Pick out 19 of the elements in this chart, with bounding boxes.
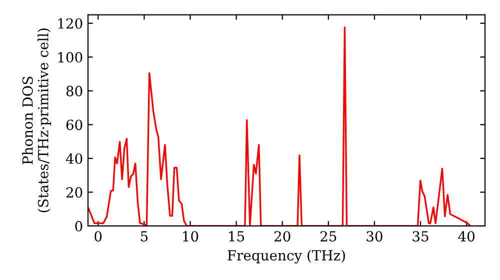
x-tick-label: 15 (229, 231, 244, 242)
x-tick-label: 40 (458, 231, 474, 242)
y-tick-label: 100 (58, 52, 82, 63)
y-tick-label: 120 (58, 18, 82, 29)
y-tick-label: 80 (66, 86, 82, 96)
x-axis-title: Frequency (THz) (228, 250, 345, 264)
x-tick-label: 25 (320, 231, 336, 242)
y-axis-title: Phonon DOS (States/THz·primitive cell) (22, 28, 52, 212)
y-tick-label: 20 (66, 187, 82, 198)
x-tick-label: 10 (183, 231, 198, 242)
x-tick-label: 5 (140, 231, 148, 242)
y-tick-label: 0 (75, 220, 82, 232)
y-tick-label: 40 (66, 153, 82, 164)
y-tick-label: 60 (66, 120, 82, 130)
x-tick-label: 0 (94, 231, 102, 242)
line-series (88, 26, 472, 226)
x-tick-label: 30 (366, 231, 382, 242)
x-tick-label: 35 (412, 231, 428, 242)
x-tick-label: 20 (274, 231, 290, 242)
